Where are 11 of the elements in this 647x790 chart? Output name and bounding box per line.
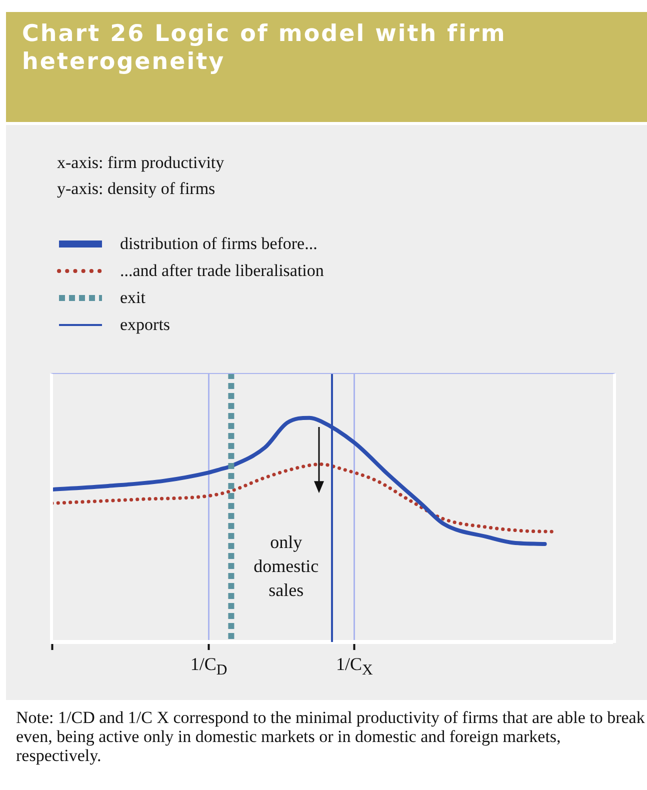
legend-label: ...and after trade liberalisation — [120, 260, 324, 282]
x-tick-label: 1/C$_{D}$ — [190, 654, 228, 680]
legend-label: distribution of firms before... — [120, 233, 318, 255]
text: exit — [120, 287, 146, 309]
x-tick-label: 1/C$_{X}$ — [336, 654, 373, 680]
chart-title: Chart 26 Logic of model with firm heterogeneity — [21, 20, 508, 76]
text: y-axis: density of firms — [57, 178, 216, 200]
text: x-axis: firm productivity — [57, 152, 224, 174]
text: Note: 1/CD and 1/C X correspond to the minimal productivity of firms that are able to break even, being active only in domestic markets or in domestic and foreign markets, respectively. — [15, 708, 646, 765]
annotation: only domestic sales — [254, 530, 319, 602]
text: exports — [120, 314, 170, 336]
